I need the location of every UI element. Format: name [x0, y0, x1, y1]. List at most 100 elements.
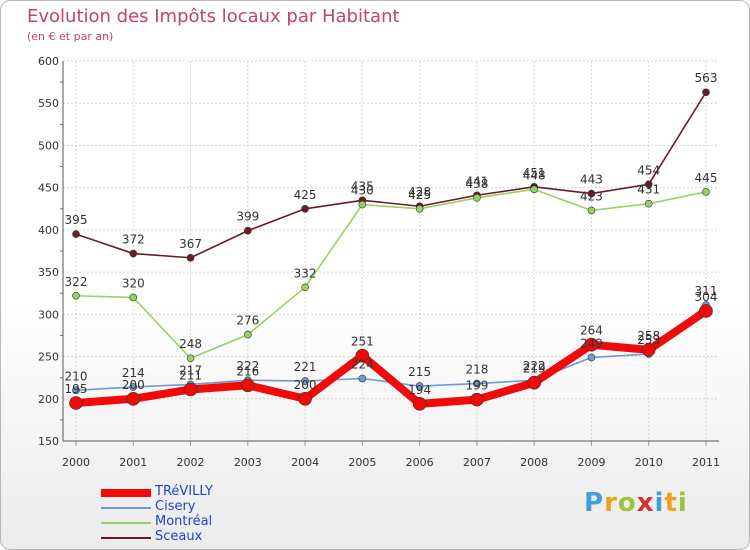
data-label-sceaux: 428	[408, 185, 431, 199]
data-label-sceaux: 454	[637, 163, 660, 177]
legend: TRéVILLY Cisery Montréal Sceaux	[101, 484, 301, 545]
data-label-montr-al: 332	[294, 266, 317, 280]
data-point-tr-villy	[699, 304, 713, 318]
y-tick-label: 500	[38, 139, 59, 152]
legend-swatch-cisery	[101, 507, 151, 509]
x-tick-label: 2005	[348, 456, 376, 469]
data-label-tr-villy: 304	[695, 290, 718, 304]
data-point-tr-villy	[69, 396, 83, 410]
series-line-tr-villy	[72, 306, 710, 408]
data-point-montr-al	[244, 330, 252, 339]
data-point-tr-villy	[355, 348, 370, 363]
legend-item-tr-villy: TRéVILLY	[101, 484, 301, 500]
data-point-cisery	[358, 374, 367, 383]
legend-label-montr-al: Montréal	[155, 514, 213, 529]
data-point-sceaux	[301, 204, 309, 213]
data-label-montr-al: 276	[236, 314, 259, 328]
data-point-sceaux	[186, 253, 195, 262]
data-point-montr-al	[186, 354, 195, 363]
data-label-tr-villy: 216	[236, 364, 259, 378]
data-point-cisery	[587, 353, 596, 362]
y-tick-label: 150	[38, 435, 59, 448]
data-label-sceaux: 441	[465, 174, 488, 188]
data-label-sceaux: 435	[351, 179, 374, 193]
data-label-montr-al: 431	[637, 183, 660, 197]
data-label-cisery: 215	[408, 365, 431, 379]
legend-swatch-sceaux	[101, 537, 151, 539]
data-label-montr-al: 445	[695, 171, 718, 185]
data-label-sceaux: 372	[122, 233, 145, 247]
data-point-sceaux	[72, 230, 80, 238]
proxiti-logo: Proxiti	[584, 488, 688, 518]
legend-item-cisery: Cisery	[101, 499, 301, 515]
legend-label-tr-villy: TRéVILLY	[155, 484, 213, 499]
x-tick-label: 2003	[234, 456, 262, 469]
x-tick-label: 2008	[520, 456, 548, 469]
data-point-montr-al	[301, 283, 309, 292]
data-point-montr-al	[644, 199, 653, 208]
data-point-montr-al	[358, 200, 367, 209]
data-point-montr-al	[702, 188, 710, 196]
data-label-cisery: 222	[236, 359, 259, 373]
data-label-montr-al: 320	[122, 276, 145, 290]
data-label-montr-al: 448	[523, 168, 546, 182]
data-point-cisery	[72, 386, 80, 395]
data-point-cisery	[129, 383, 138, 391]
y-tick-label: 400	[38, 224, 59, 237]
data-label-montr-al: 438	[465, 177, 488, 191]
x-tick-label: 2011	[692, 456, 720, 469]
x-tick-label: 2004	[291, 456, 319, 469]
data-label-cisery: 221	[294, 360, 317, 374]
legend-item-sceaux: Sceaux	[101, 529, 301, 545]
data-point-cisery	[473, 379, 481, 388]
data-point-tr-villy	[584, 337, 599, 352]
legend-swatch-tr-villy	[101, 489, 151, 497]
data-label-sceaux: 395	[65, 213, 88, 227]
logo-letter: i	[654, 488, 665, 518]
data-point-tr-villy	[241, 378, 255, 393]
y-tick-label: 350	[38, 266, 59, 279]
x-tick-label: 2010	[635, 456, 663, 469]
data-point-tr-villy	[298, 391, 312, 406]
data-label-tr-villy: 258	[637, 329, 660, 343]
chart-title: Evolution des Impôts locaux par Habitant	[27, 6, 400, 27]
y-tick-label: 300	[38, 308, 59, 321]
x-tick-label: 2006	[406, 456, 434, 469]
data-label-montr-al: 430	[351, 184, 374, 198]
logo-letter: x	[636, 488, 655, 518]
data-point-tr-villy	[641, 342, 656, 357]
x-tick-label: 2009	[577, 456, 605, 469]
data-label-cisery: 249	[580, 336, 603, 350]
series-line-sceaux	[75, 91, 707, 259]
x-tick-label: 2007	[463, 456, 491, 469]
legend-item-montr-al: Montréal	[101, 514, 301, 530]
data-label-tr-villy: 200	[294, 378, 317, 392]
data-label-sceaux: 563	[695, 71, 718, 85]
data-point-tr-villy	[470, 392, 484, 407]
data-point-montr-al	[129, 293, 138, 302]
data-label-tr-villy: 219	[523, 362, 546, 376]
data-label-tr-villy: 211	[179, 368, 202, 382]
data-point-cisery	[301, 377, 309, 385]
data-label-sceaux: 399	[236, 210, 259, 224]
x-tick-label: 2001	[119, 456, 147, 469]
data-label-cisery: 210	[65, 369, 88, 383]
logo-letter: r	[604, 488, 618, 518]
data-point-montr-al	[473, 194, 481, 202]
data-point-cisery	[415, 382, 424, 390]
data-label-cisery: 217	[179, 363, 202, 377]
x-tick-label: 2000	[62, 456, 90, 469]
data-label-sceaux: 367	[179, 237, 202, 251]
data-label-tr-villy: 251	[351, 335, 374, 349]
y-tick-label: 200	[38, 393, 59, 406]
data-label-tr-villy: 194	[408, 383, 431, 397]
data-label-montr-al: 322	[65, 275, 88, 289]
data-point-montr-al	[415, 204, 424, 213]
y-tick-label: 550	[38, 97, 59, 110]
data-point-sceaux	[644, 180, 653, 189]
data-label-cisery: 218	[465, 363, 488, 377]
data-point-tr-villy	[126, 391, 141, 406]
logo-letter: i	[677, 488, 688, 518]
data-label-montr-al: 425	[408, 188, 431, 202]
